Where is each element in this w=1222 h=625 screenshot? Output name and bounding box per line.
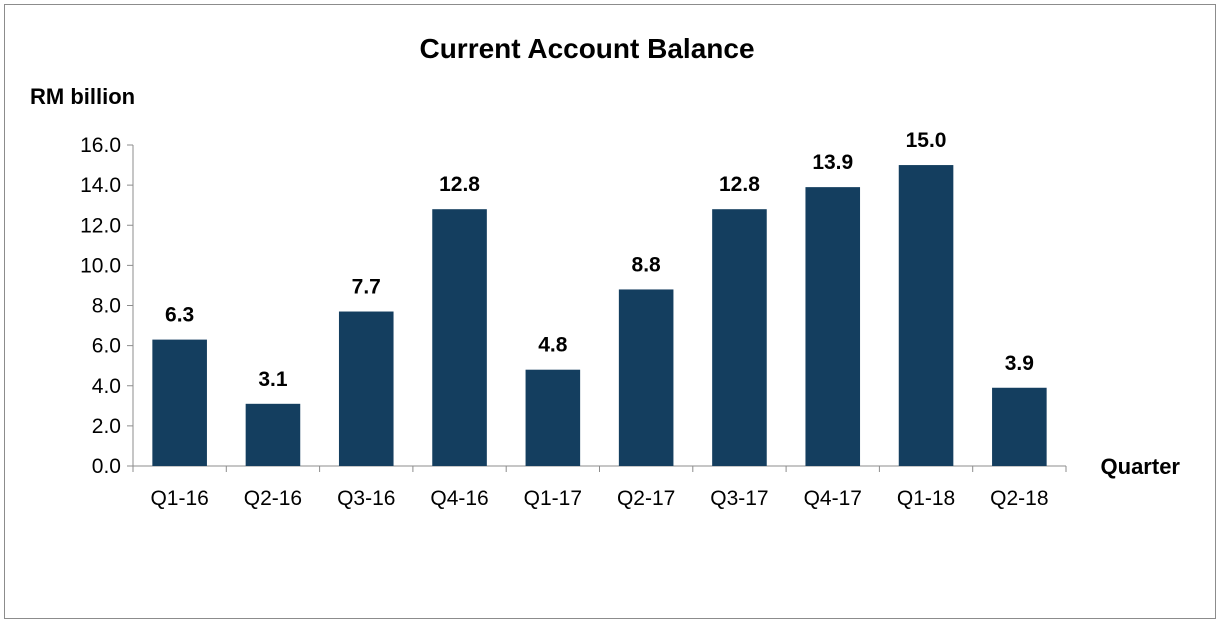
chart-title: Current Account Balance	[419, 33, 754, 64]
data-label: 4.8	[538, 334, 568, 357]
bar	[898, 165, 954, 466]
x-axis-label: Quarter	[1101, 454, 1181, 479]
data-label: 3.1	[258, 368, 288, 391]
data-label: 15.0	[906, 129, 947, 152]
y-tick-label: 2.0	[92, 415, 121, 438]
x-tick-label: Q2-18	[990, 487, 1048, 510]
x-tick-label: Q3-16	[337, 487, 395, 510]
x-tick-label: Q1-16	[150, 487, 208, 510]
bar	[618, 289, 674, 466]
bar	[712, 209, 767, 466]
data-label: 6.3	[165, 304, 194, 327]
x-tick-label: Q3-17	[710, 487, 768, 510]
y-tick-label: 10.0	[80, 254, 121, 277]
y-tick-label: 6.0	[92, 335, 121, 358]
bar	[432, 209, 487, 466]
bar	[525, 369, 581, 466]
data-label: 12.8	[439, 173, 480, 196]
bar	[152, 339, 207, 466]
x-tick-label: Q4-17	[804, 487, 862, 510]
chart-frame	[4, 4, 1216, 619]
x-tick-label: Q4-16	[430, 487, 488, 510]
x-tick-label: Q2-16	[244, 487, 302, 510]
y-tick-label: 0.0	[92, 455, 121, 478]
data-label: 3.9	[1005, 352, 1034, 375]
x-tick-label: Q1-18	[897, 487, 955, 510]
y-tick-label: 12.0	[80, 214, 121, 237]
y-tick-label: 4.0	[92, 375, 121, 398]
data-label: 12.8	[719, 173, 760, 196]
plot-area: 0.0 2.0 4.0 6.0 8.0 10.0 12.0 14.0 16.0 6.3 Q1-16 3…	[80, 129, 1067, 510]
bar	[245, 403, 301, 466]
bar	[805, 187, 861, 466]
y-tick-label: 14.0	[80, 174, 121, 197]
data-label: 7.7	[352, 276, 381, 299]
y-tick-label: 8.0	[92, 295, 121, 318]
y-tick-label: 16.0	[80, 134, 121, 157]
data-label: 8.8	[632, 253, 662, 276]
x-tick-label: Q1-17	[524, 487, 582, 510]
x-tick-label: Q2-17	[617, 487, 675, 510]
data-label: 13.9	[812, 151, 853, 174]
bar	[338, 311, 394, 466]
bar	[992, 387, 1047, 466]
y-axis-label: RM billion	[30, 84, 135, 109]
